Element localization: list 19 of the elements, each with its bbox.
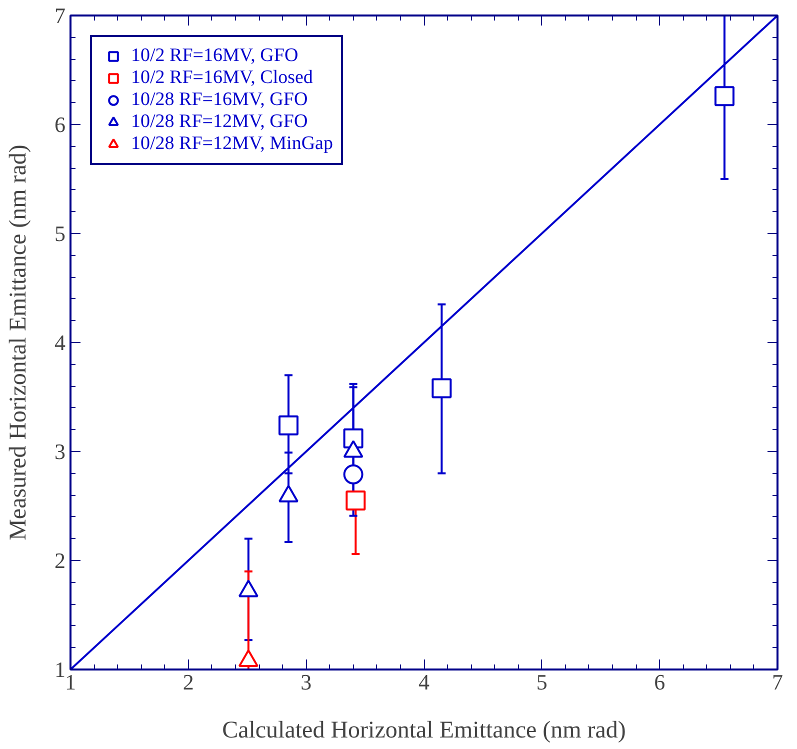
x-axis-title: Calculated Horizontal Emittance (nm rad): [222, 718, 626, 744]
legend-label: 10/28 RF=12MV, GFO: [131, 111, 308, 133]
y-tick-label: 5: [54, 221, 66, 246]
x-tick-label: 4: [418, 670, 430, 694]
x-tick-label: 2: [182, 670, 194, 694]
x-tick-label: 6: [654, 670, 666, 694]
y-tick-label: 7: [54, 3, 66, 28]
y-tick-label: 4: [54, 330, 66, 355]
x-tick-label: 7: [772, 670, 783, 694]
y-tick-label: 3: [54, 439, 66, 464]
y-axis-title: Measured Horizontal Emittance (nm rad): [6, 144, 32, 540]
y-tick-label: 2: [54, 548, 66, 573]
legend-label: 10/2 RF=16MV, GFO: [131, 45, 298, 67]
x-tick-label: 5: [536, 670, 548, 694]
y-tick-label: 6: [54, 112, 66, 137]
x-tick-label: 3: [300, 670, 312, 694]
legend-label: 10/2 RF=16MV, Closed: [131, 67, 313, 89]
legend-label: 10/28 RF=12MV, MinGap: [131, 133, 333, 155]
legend-label: 10/28 RF=16MV, GFO: [131, 89, 308, 111]
